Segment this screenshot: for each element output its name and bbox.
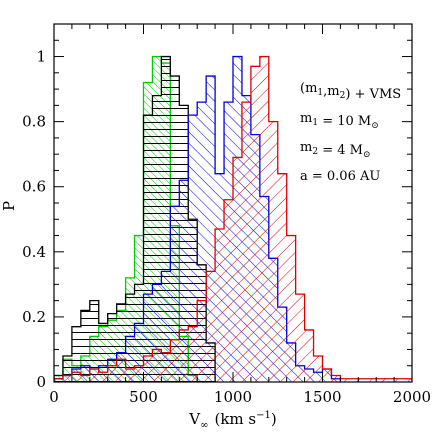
- histogram-bar: [116, 359, 126, 382]
- histogram-bar: [107, 365, 117, 382]
- histogram-bar: [98, 323, 108, 382]
- y-tick-label: 1: [36, 48, 46, 66]
- histogram-bar: [224, 199, 233, 382]
- y-tick-label: 0.6: [22, 178, 46, 196]
- series-3: [54, 55, 412, 382]
- histogram-bar: [188, 326, 198, 382]
- x-axis-label-sub: ∞: [200, 420, 208, 431]
- histogram-outline: [54, 55, 412, 382]
- histogram-bar: [277, 173, 287, 382]
- y-tick-label: 0.4: [22, 243, 46, 261]
- histogram-bar: [304, 329, 314, 382]
- histogram-bar: [367, 378, 377, 382]
- x-tick-label: 500: [129, 388, 158, 406]
- histogram-bar: [71, 326, 81, 382]
- histogram-bar: [134, 365, 144, 382]
- series-layer: [54, 55, 412, 382]
- histogram-bar: [143, 294, 153, 382]
- histogram-bar: [71, 372, 81, 382]
- histogram-bar: [179, 180, 189, 382]
- histogram-bar: [349, 378, 359, 382]
- histogram-bar: [188, 115, 198, 382]
- histogram-bar: [170, 339, 180, 382]
- annotation-line: m1 = 10 M⊙: [300, 111, 379, 131]
- histogram-bar: [179, 329, 189, 382]
- histogram-bar: [143, 115, 153, 382]
- x-axis-label-units: (km s: [214, 410, 256, 428]
- y-tick-label: 0.8: [22, 113, 46, 131]
- histogram-bar: [54, 378, 63, 382]
- histogram-bar: [259, 56, 269, 382]
- histogram-bar: [152, 95, 162, 382]
- y-tick-label: 0.2: [22, 308, 46, 326]
- x-axis-label-units-end: ): [271, 410, 277, 428]
- annotation-line: (m1,m2) + VMS: [300, 81, 401, 102]
- x-axis-label-main: V: [188, 410, 201, 428]
- annotation-line: a = 0.06 AU: [300, 169, 380, 184]
- histogram-bar: [268, 121, 278, 382]
- histogram-bar: [403, 378, 412, 382]
- histogram-bar: [197, 102, 207, 382]
- histogram-bar: [89, 368, 99, 382]
- histogram-bar: [394, 378, 404, 382]
- histogram-bar: [250, 66, 260, 382]
- ticks-layer: 0 500 1000 1500 2000 0 0.2 0.4 0.6 0.8 1: [22, 23, 431, 406]
- annotation-line: m2 = 4 M⊙: [300, 140, 370, 160]
- histogram-bar: [143, 355, 153, 382]
- histogram-bar: [340, 378, 350, 382]
- histogram-bar: [233, 157, 242, 382]
- x-axis-label-units-sup: −1: [256, 410, 271, 421]
- histogram-bar: [62, 375, 72, 382]
- histogram-bar: [125, 368, 135, 382]
- histogram-bar: [161, 56, 171, 382]
- histogram-bar: [170, 206, 180, 382]
- histogram-bar: [116, 303, 126, 382]
- x-tick-label: 1000: [214, 388, 252, 406]
- x-axis-label: V∞ (km s−1): [188, 410, 276, 431]
- histogram-bar: [322, 368, 332, 382]
- histogram-bar: [80, 310, 90, 382]
- histogram-bar: [161, 271, 171, 382]
- histogram-bar: [286, 235, 296, 382]
- histogram-bar: [98, 372, 108, 382]
- x-tick-label: 0: [49, 388, 59, 406]
- histogram-bar: [331, 375, 341, 382]
- histogram-bar: [206, 271, 216, 382]
- histogram-bar: [385, 378, 395, 382]
- y-axis-label: P: [0, 201, 18, 211]
- histogram-bar: [125, 336, 135, 382]
- histogram-bar: [152, 349, 162, 382]
- histogram-bar: [295, 294, 305, 382]
- x-tick-label: 2000: [393, 388, 431, 406]
- histogram-bar: [80, 375, 90, 382]
- histogram-bar: [89, 300, 99, 382]
- histogram-bar: [107, 313, 117, 382]
- histogram-bar: [215, 229, 225, 382]
- histogram-bar: [134, 323, 144, 382]
- histogram-bar: [161, 352, 171, 382]
- histogram-bar: [241, 102, 251, 382]
- histogram-bar: [206, 76, 216, 382]
- histogram-bar: [313, 355, 323, 382]
- x-tick-label: 1500: [303, 388, 341, 406]
- histogram-bar: [376, 378, 386, 382]
- histogram-bar: [80, 365, 90, 382]
- histogram-bar: [358, 378, 368, 382]
- histogram-bar: [197, 300, 207, 382]
- histogram-bar: [152, 284, 162, 382]
- annotation-block: (m1,m2) + VMS m1 = 10 M⊙ m2 = 4 M⊙ a = 0.06…: [300, 81, 401, 184]
- y-tick-label: 0: [36, 373, 46, 391]
- histogram-bar: [62, 355, 72, 382]
